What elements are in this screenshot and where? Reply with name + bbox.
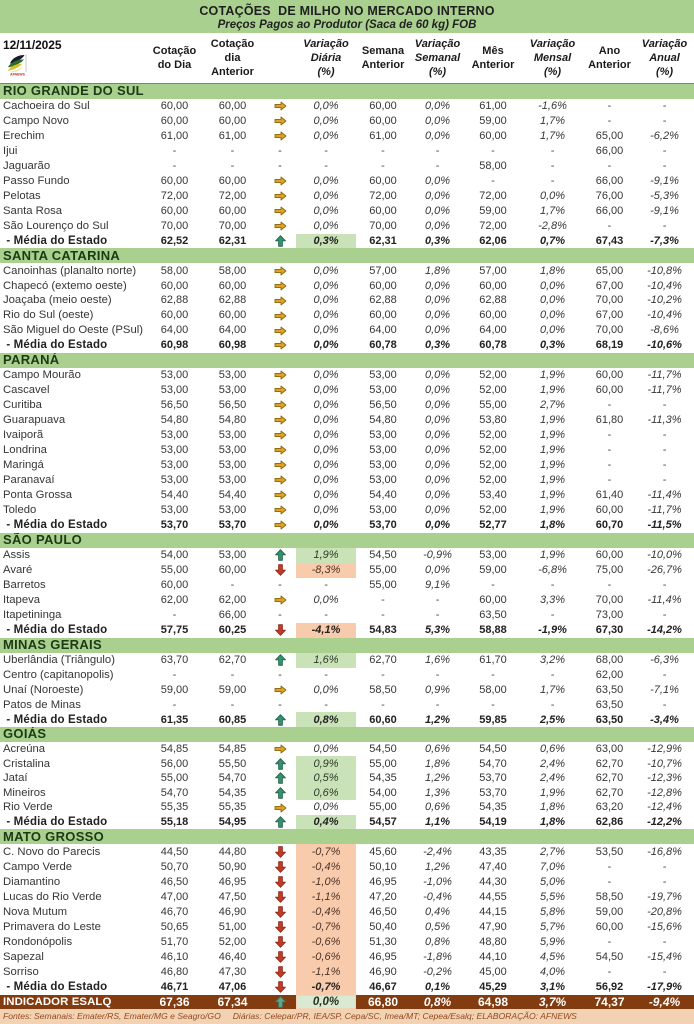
svg-text:AFNEWS: AFNEWS [10,72,25,76]
